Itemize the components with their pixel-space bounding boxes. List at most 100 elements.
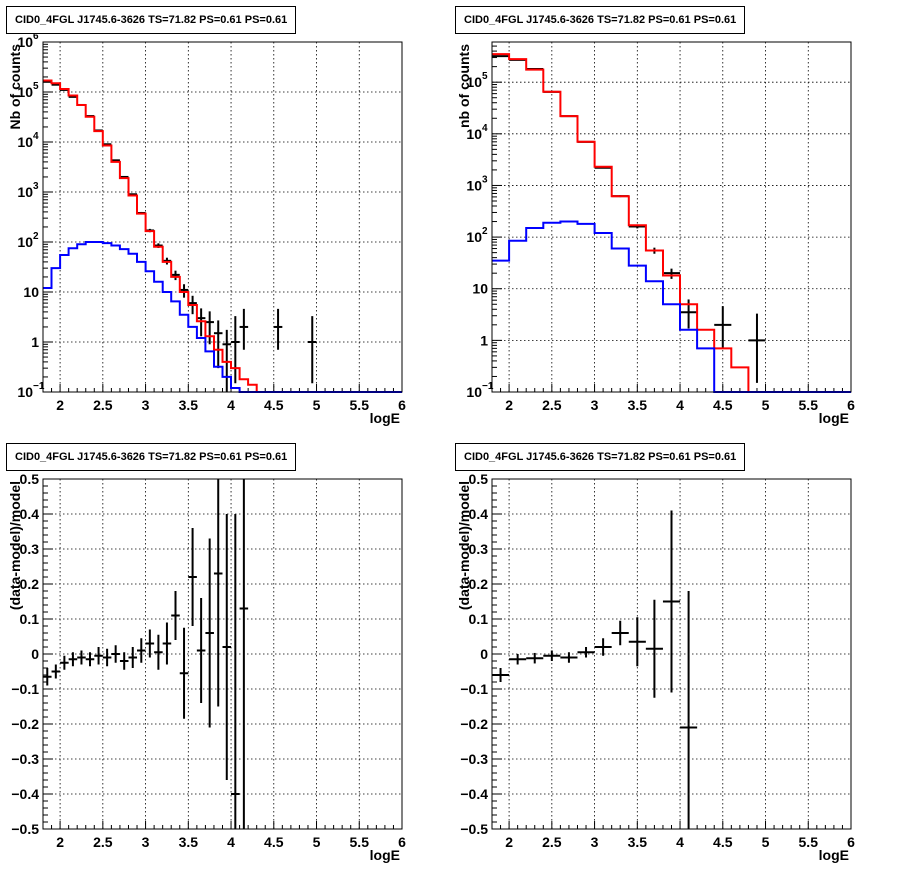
y-tick-label: 0.1 (469, 611, 489, 627)
axis-ticks (491, 41, 852, 393)
y-tick-label: −0.2 (460, 716, 488, 732)
x-tick-label: 2.5 (542, 397, 562, 413)
data-point (231, 316, 240, 384)
x-tick-label: 5.5 (350, 397, 370, 413)
data-point (273, 308, 283, 350)
y-tick-label: 0.2 (469, 576, 489, 592)
data-point (137, 638, 146, 663)
panel-bottom-right: 2 2.5 3 3.5 4 4.5 5 5.5 6 −0.5 −0.4 −0.3 −0.2 −0.1 0 0.… (449, 437, 898, 874)
y-tick-label: −0.4 (11, 786, 39, 802)
y-tick-label-exponent: 4 (482, 123, 488, 134)
x-tick-label: 2.5 (93, 397, 113, 413)
x-axis-label: logE (370, 410, 400, 426)
chart-title: CID0_4FGL J1745.6-3626 TS=71.82 PS=0.61 … (455, 443, 746, 471)
data-point (662, 268, 681, 279)
x-tick-label: 6 (847, 397, 855, 413)
y-tick-label: −0.3 (460, 751, 488, 767)
y-tick-label: 0.4 (469, 506, 489, 522)
data-point (68, 652, 78, 667)
data-point (594, 638, 612, 656)
data-point (222, 514, 232, 780)
x-tick-label: 4.5 (713, 834, 733, 850)
data-point (60, 655, 69, 670)
y-tick-label: 0.4 (20, 506, 40, 522)
y-tick-label: 10 (466, 384, 482, 400)
data-point (611, 620, 629, 646)
data-point (239, 308, 249, 350)
y-tick-label-exponent: −1 (482, 381, 494, 392)
y-tick-label-exponent: −1 (33, 381, 45, 392)
grid (43, 41, 403, 393)
data-point (307, 316, 317, 384)
y-tick-label: 0 (480, 646, 488, 662)
data-point (119, 652, 129, 670)
y-tick-label: −0.2 (11, 716, 39, 732)
x-tick-label: 5 (762, 834, 770, 850)
y-tick-label-exponent: 6 (33, 31, 39, 42)
x-axis-label: logE (370, 847, 400, 863)
x-tick-label: 5.5 (799, 397, 819, 413)
data-point (51, 664, 61, 679)
y-tick-label-exponent: 3 (482, 174, 488, 185)
data-point (213, 320, 223, 369)
y-axis-label: Nb of counts (7, 44, 23, 130)
y-tick-label-exponent: 5 (33, 81, 39, 92)
data-point (205, 538, 214, 728)
data-point (94, 647, 103, 665)
series-residuals-points (43, 479, 249, 829)
y-tick-label: 10 (17, 184, 33, 200)
data-point (526, 652, 544, 664)
data-point (77, 650, 86, 665)
x-tick-label: 2 (505, 834, 513, 850)
grid (492, 42, 852, 393)
data-point (509, 654, 527, 665)
y-tick-label: 10 (466, 126, 482, 142)
y-tick-label: 10 (466, 229, 482, 245)
y-tick-label: 10 (472, 281, 488, 297)
x-tick-label: 3.5 (628, 834, 648, 850)
data-point (577, 647, 595, 658)
data-point (171, 591, 180, 640)
data-point (128, 647, 138, 668)
data-point (748, 313, 766, 383)
data-point (543, 650, 561, 661)
x-tick-label: 5.5 (350, 834, 370, 850)
x-tick-label: 3.5 (179, 834, 199, 850)
data-point (628, 617, 646, 667)
y-tick-label: −0.3 (11, 751, 39, 767)
y-tick-label: 0.3 (469, 541, 489, 557)
y-tick-label: −0.1 (11, 681, 39, 697)
x-tick-label: 2.5 (93, 834, 113, 850)
y-tick-label: 0.5 (469, 471, 489, 487)
y-tick-label-exponent: 5 (482, 71, 488, 82)
data-point (662, 510, 681, 693)
y-tick-label: 0.1 (20, 611, 40, 627)
data-point (714, 306, 732, 349)
data-point (213, 479, 223, 707)
x-tick-label: 4.5 (264, 397, 284, 413)
x-tick-label: 4 (676, 397, 684, 413)
data-point (196, 598, 206, 703)
x-axis-label: logE (819, 410, 849, 426)
y-tick-label-exponent: 2 (33, 231, 39, 242)
y-axis-label: (data-model)/model (456, 481, 472, 610)
data-point (645, 599, 663, 698)
x-tick-label: 6 (398, 834, 406, 850)
data-point (492, 668, 510, 682)
x-tick-label: 3.5 (179, 397, 199, 413)
data-point (560, 652, 578, 663)
data-point (162, 622, 172, 665)
x-tick-label: 3 (142, 834, 150, 850)
y-tick-label: −0.5 (460, 821, 488, 837)
data-point (171, 270, 180, 281)
y-tick-label: 10 (17, 84, 33, 100)
y-tick-label: 1 (31, 334, 39, 350)
x-tick-label: 4 (227, 834, 235, 850)
x-tick-label: 6 (398, 397, 406, 413)
y-tick-label-exponent: 3 (33, 181, 39, 192)
data-point (102, 648, 112, 667)
panel-top-right: 2 2.5 3 3.5 4 4.5 5 5.5 6 10 −1 1 10 10 2 10 3 10 4 10 5 logE… (449, 0, 898, 437)
series-data-points (43, 80, 317, 392)
